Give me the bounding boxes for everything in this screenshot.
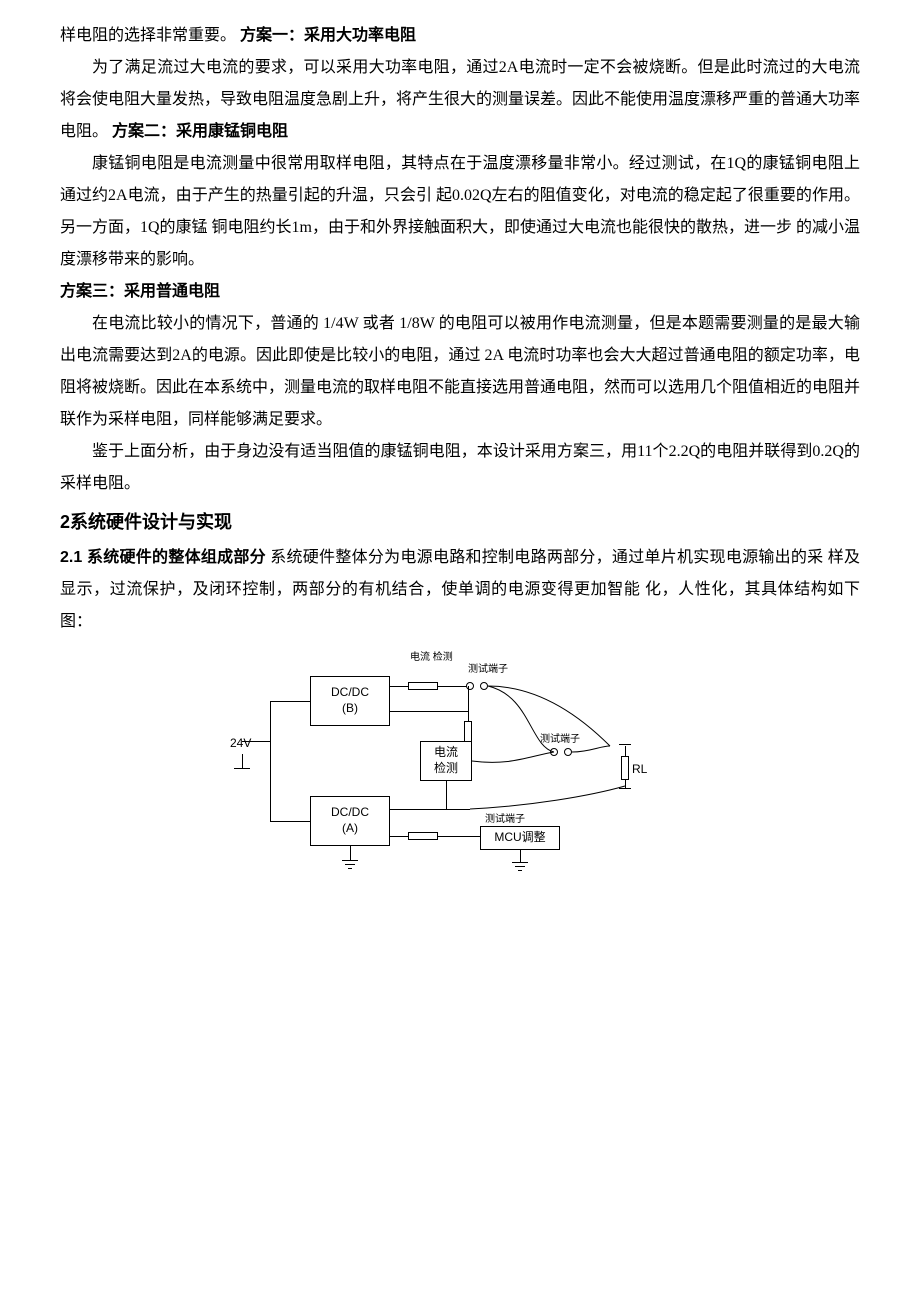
text-run: 鉴于上面分析，由于身边没有适当阻值的康锰铜电阻，本设计采用方案三，用11个2.2…: [60, 443, 860, 492]
text-run: 样电阻的选择非常重要。: [60, 27, 240, 44]
node-bar: [619, 788, 631, 789]
text-run: 康锰铜电阻是电流测量中很常用取样电阻，其特点在于温度漂移量非常小。经过测试，在1…: [60, 155, 860, 268]
label-rl: RL: [632, 762, 647, 776]
heading-plan3: 方案三：采用普通电阻: [60, 276, 860, 308]
heading-section2: 2系统硬件设计与实现: [60, 504, 860, 540]
wire: [625, 780, 626, 788]
paragraph-plan2: 康锰铜电阻是电流测量中很常用取样电阻，其特点在于温度漂移量非常小。经过测试，在1…: [60, 148, 860, 276]
node-bar: [619, 744, 631, 745]
diagram-container: 24V DC/DC (B) DC/DC (A) 电流 检测 测试端子: [60, 646, 860, 906]
text-run: 在电流比较小的情况下，普通的 1/4W 或者 1/8W 的电阻可以被用作电流测量…: [60, 315, 860, 428]
heading-2-1: 2.1 系统硬件的整体组成部分: [60, 549, 266, 566]
system-block-diagram: 24V DC/DC (B) DC/DC (A) 电流 检测 测试端子: [230, 646, 690, 906]
paragraph-plan1: 为了满足流过大电流的要求，可以采用大功率电阻，通过2A电流时一定不会被烧断。但是…: [60, 52, 860, 148]
paragraph-2-1: 2.1 系统硬件的整体组成部分 系统硬件整体分为电源电路和控制电路两部分，通过单…: [60, 542, 860, 638]
paragraph-intro: 样电阻的选择非常重要。 方案一：采用大功率电阻: [60, 20, 860, 52]
paragraph-conclusion: 鉴于上面分析，由于身边没有适当阻值的康锰铜电阻，本设计采用方案三，用11个2.2…: [60, 436, 860, 500]
paragraph-plan3: 在电流比较小的情况下，普通的 1/4W 或者 1/8W 的电阻可以被用作电流测量…: [60, 308, 860, 436]
document-page: 样电阻的选择非常重要。 方案一：采用大功率电阻 为了满足流过大电流的要求，可以采…: [0, 0, 920, 946]
resistor-rl: [621, 756, 629, 780]
heading-plan2: 方案二：采用康锰铜电阻: [112, 123, 288, 140]
wire: [625, 746, 626, 756]
heading-plan1: 方案一：采用大功率电阻: [240, 27, 416, 44]
